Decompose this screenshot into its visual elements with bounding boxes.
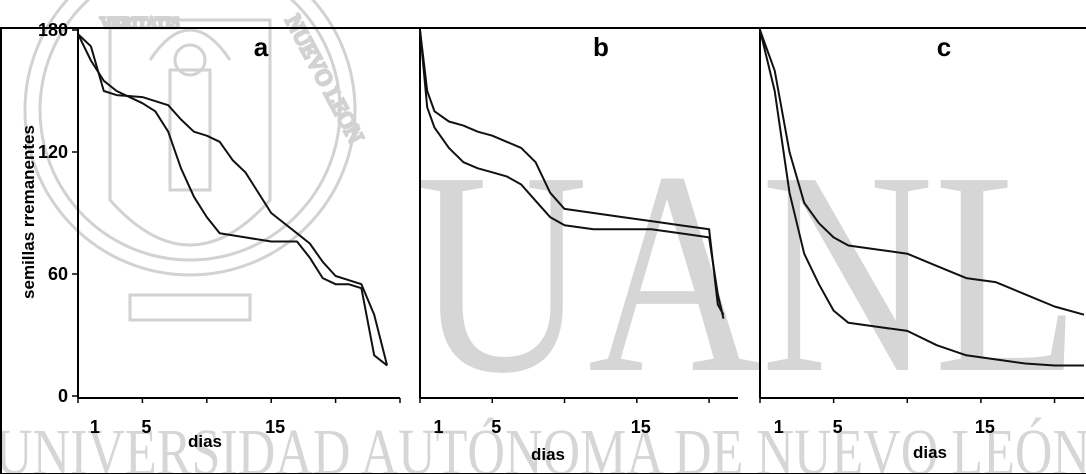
series-line-2 bbox=[759, 29, 1084, 367]
panel-label: a bbox=[254, 32, 269, 62]
watermark-bottom-text: UNIVERSIDAD AUTÓNOMA DE NUEVO LEÓN bbox=[0, 416, 1086, 474]
series-line-2 bbox=[77, 33, 388, 367]
panel-label: b bbox=[593, 32, 609, 62]
panel-label: c bbox=[937, 32, 951, 62]
series-line-2 bbox=[419, 29, 725, 319]
x-tick-label: 5 bbox=[491, 417, 501, 437]
y-axis-title: semillas rremanentes bbox=[19, 125, 38, 299]
x-tick-label: 15 bbox=[975, 417, 995, 437]
x-tick-label: 1 bbox=[774, 417, 784, 437]
x-axis-title: dias bbox=[531, 445, 565, 464]
seal-rim-text: NUEVO LEON bbox=[281, 11, 369, 147]
x-tick-label: 5 bbox=[833, 417, 843, 437]
x-tick-label: 5 bbox=[141, 417, 151, 437]
y-tick-label: 0 bbox=[58, 386, 68, 406]
x-tick-label: 15 bbox=[265, 417, 285, 437]
university-seal-icon: VERITATIS NUEVO LEON bbox=[23, 0, 370, 322]
x-tick-label: 15 bbox=[631, 417, 651, 437]
x-tick-label: 1 bbox=[90, 417, 100, 437]
y-tick-label: 60 bbox=[48, 264, 68, 284]
figure-frame bbox=[0, 27, 1086, 474]
series-line-1 bbox=[759, 29, 1085, 316]
y-tick-label: 180 bbox=[38, 20, 68, 40]
x-axis-title: dias bbox=[913, 443, 947, 462]
y-tick-label: 120 bbox=[38, 142, 68, 162]
x-tick-label: 1 bbox=[433, 417, 443, 437]
watermark-big-text: UANL bbox=[415, 112, 1080, 433]
series-line-1 bbox=[419, 29, 725, 316]
seal-motto-text: VERITATIS bbox=[100, 15, 180, 32]
x-axis-title: dias bbox=[188, 432, 222, 451]
